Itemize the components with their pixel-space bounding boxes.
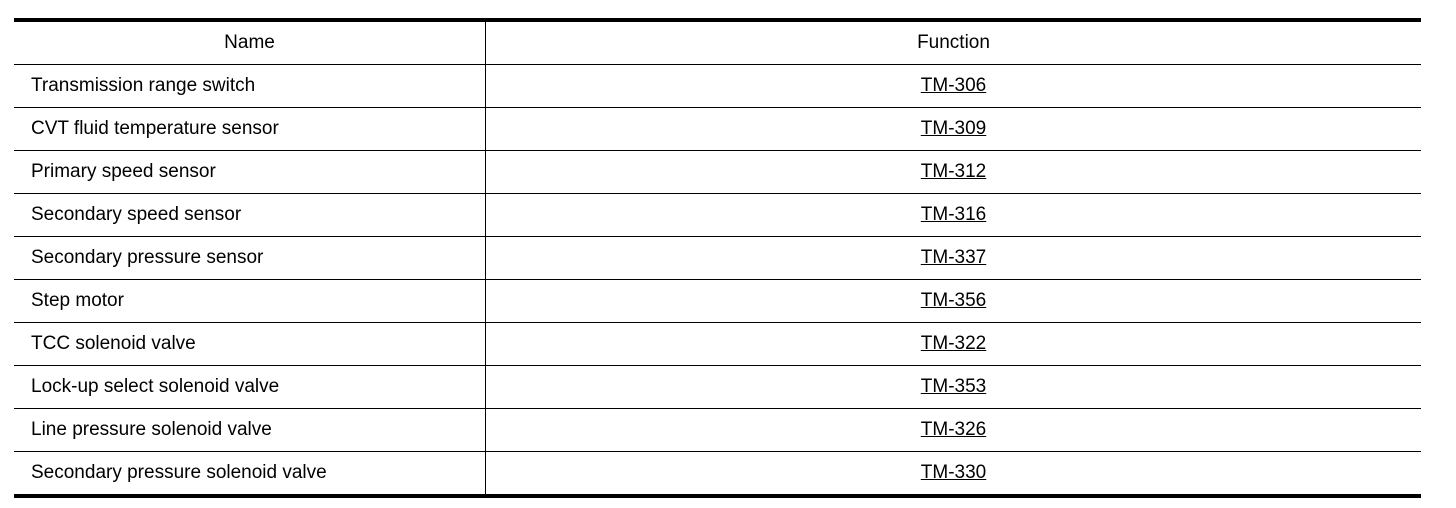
function-reference-link[interactable]: TM-309 — [920, 118, 987, 139]
function-reference-link[interactable]: TM-316 — [920, 204, 987, 225]
component-name: Primary speed sensor — [14, 150, 486, 194]
component-name: Step motor — [14, 279, 486, 323]
function-cell: TM-356 — [485, 279, 1421, 323]
function-cell: TM-330 — [485, 451, 1421, 497]
function-reference-link[interactable]: TM-306 — [920, 75, 987, 96]
component-function-table: Name Function Transmission range switch … — [14, 18, 1421, 498]
function-reference-link[interactable]: TM-337 — [920, 247, 987, 268]
function-cell: TM-353 — [485, 365, 1421, 409]
table-row: Lock-up select solenoid valve TM-353 — [14, 365, 1421, 409]
component-name: TCC solenoid valve — [14, 322, 486, 366]
table-row: Line pressure solenoid valve TM-326 — [14, 408, 1421, 452]
function-reference-link[interactable]: TM-330 — [920, 462, 987, 483]
function-cell: TM-322 — [485, 322, 1421, 366]
function-reference-link[interactable]: TM-312 — [920, 161, 987, 182]
table-row: TCC solenoid valve TM-322 — [14, 322, 1421, 366]
component-name: Line pressure solenoid valve — [14, 408, 486, 452]
function-cell: TM-337 — [485, 236, 1421, 280]
table-header-row: Name Function — [14, 20, 1421, 65]
table-row: Secondary pressure sensor TM-337 — [14, 236, 1421, 280]
function-reference-link[interactable]: TM-356 — [920, 290, 987, 311]
component-name: Secondary pressure sensor — [14, 236, 486, 280]
component-name: Lock-up select solenoid valve — [14, 365, 486, 409]
table-row: Secondary pressure solenoid valve TM-330 — [14, 451, 1421, 497]
function-cell: TM-309 — [485, 107, 1421, 151]
column-header-function: Function — [485, 20, 1421, 65]
function-cell: TM-316 — [485, 193, 1421, 237]
table-row: Secondary speed sensor TM-316 — [14, 193, 1421, 237]
function-cell: TM-312 — [485, 150, 1421, 194]
component-name: CVT fluid temperature sensor — [14, 107, 486, 151]
function-reference-link[interactable]: TM-326 — [920, 419, 987, 440]
function-reference-link[interactable]: TM-353 — [920, 376, 987, 397]
component-name: Secondary speed sensor — [14, 193, 486, 237]
table-row: Step motor TM-356 — [14, 279, 1421, 323]
table-row: Transmission range switch TM-306 — [14, 64, 1421, 108]
table-row: CVT fluid temperature sensor TM-309 — [14, 107, 1421, 151]
function-cell: TM-306 — [485, 64, 1421, 108]
component-name: Transmission range switch — [14, 64, 486, 108]
column-header-name: Name — [14, 20, 486, 65]
function-reference-link[interactable]: TM-322 — [920, 333, 987, 354]
component-name: Secondary pressure solenoid valve — [14, 451, 486, 497]
table-row: Primary speed sensor TM-312 — [14, 150, 1421, 194]
function-cell: TM-326 — [485, 408, 1421, 452]
